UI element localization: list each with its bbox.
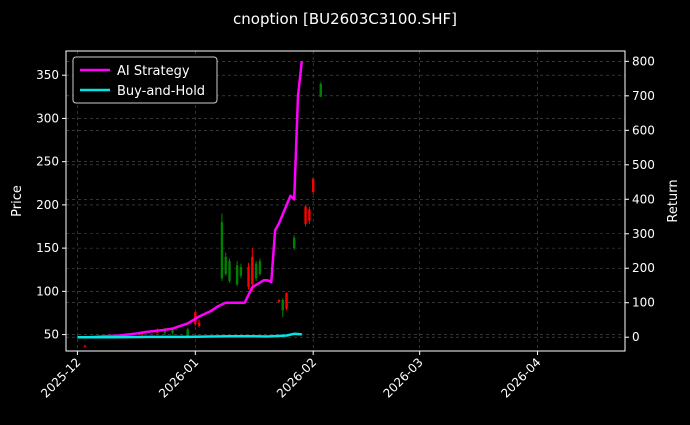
candle-body	[239, 267, 243, 276]
candle-body	[281, 299, 284, 311]
ai-strategy-line	[77, 61, 304, 339]
y-tick-label-left: 100	[36, 284, 59, 298]
candle	[251, 248, 254, 292]
candle	[239, 263, 243, 279]
candle	[186, 327, 189, 338]
x-tick-label: 2026-01	[156, 355, 201, 400]
candle-body	[311, 178, 315, 192]
x-tick-label: 2026-04	[498, 355, 543, 400]
candle-body	[83, 345, 87, 347]
candle-body	[304, 206, 307, 224]
candle-body	[277, 299, 281, 302]
candle	[319, 82, 322, 97]
candle	[235, 261, 239, 287]
legend-label-buy-and-hold: Buy-and-Hold	[117, 84, 205, 99]
candle-body	[247, 267, 250, 288]
line-layer	[77, 61, 304, 339]
candle-body	[292, 237, 296, 249]
candle	[304, 204, 307, 227]
y-tick-label-left: 250	[36, 155, 59, 169]
candle	[308, 206, 311, 224]
x-tick-label: 2026-02	[274, 355, 319, 400]
candle-body	[228, 261, 231, 281]
candle-body	[235, 265, 239, 285]
candle-layer	[83, 82, 322, 348]
x-tick-label: 2025-12	[38, 355, 83, 400]
candle	[228, 258, 231, 283]
candle	[258, 258, 262, 276]
y-tick-label-left: 350	[36, 68, 59, 82]
chart-title: cnoption [BU2603C3100.SHF]	[233, 10, 457, 28]
y-tick-label-right: 600	[632, 123, 655, 137]
candle	[254, 261, 258, 281]
candle-body	[319, 83, 322, 97]
candle-body	[285, 293, 288, 309]
candle-body	[197, 322, 201, 326]
y-axis-left-label: Price	[10, 185, 25, 217]
candle	[247, 262, 250, 290]
candle	[224, 252, 227, 276]
candle-body	[163, 329, 167, 333]
candle-body	[186, 329, 189, 337]
y-tick-label-left: 200	[36, 198, 59, 212]
candle-body	[254, 263, 258, 279]
y-tick-label-right: 500	[632, 158, 655, 172]
y-tick-label-right: 800	[632, 54, 655, 68]
legend-box	[72, 56, 218, 104]
candle	[277, 299, 281, 303]
candle-body	[224, 256, 227, 275]
candle	[281, 298, 284, 318]
candle	[285, 292, 288, 311]
y-tick-label-right: 400	[632, 192, 655, 206]
candle-body	[308, 209, 311, 221]
y-tick-label-right: 0	[632, 330, 640, 344]
buy-and-hold-line	[77, 332, 302, 339]
y-tick-label-left: 300	[36, 111, 59, 125]
legend-label-ai-strategy: AI Strategy	[117, 64, 190, 79]
candle	[83, 344, 87, 348]
x-tick-label: 2026-03	[380, 355, 425, 400]
candle-body	[220, 222, 224, 279]
y-tick-label-right: 300	[632, 227, 655, 241]
candle-body	[251, 256, 254, 285]
y-tick-label-right: 100	[632, 296, 655, 310]
candle	[220, 213, 224, 281]
plot-frame	[65, 50, 626, 352]
candle	[292, 235, 296, 250]
candle-body	[258, 261, 262, 275]
y-tick-label-right: 200	[632, 261, 655, 275]
candle-body	[171, 329, 174, 333]
y-tick-label-right: 700	[632, 89, 655, 103]
candle	[197, 319, 201, 328]
legend: AI Strategy Buy-and-Hold	[72, 56, 218, 104]
axis-layer: 50 100 150 200 250 300 350 0 100 200 300 400 500 600 7…	[36, 54, 655, 400]
y-tick-label-left: 150	[36, 241, 59, 255]
y-tick-label-left: 50	[44, 328, 59, 342]
candle	[311, 177, 315, 195]
y-axis-right-label: Return	[666, 179, 681, 222]
